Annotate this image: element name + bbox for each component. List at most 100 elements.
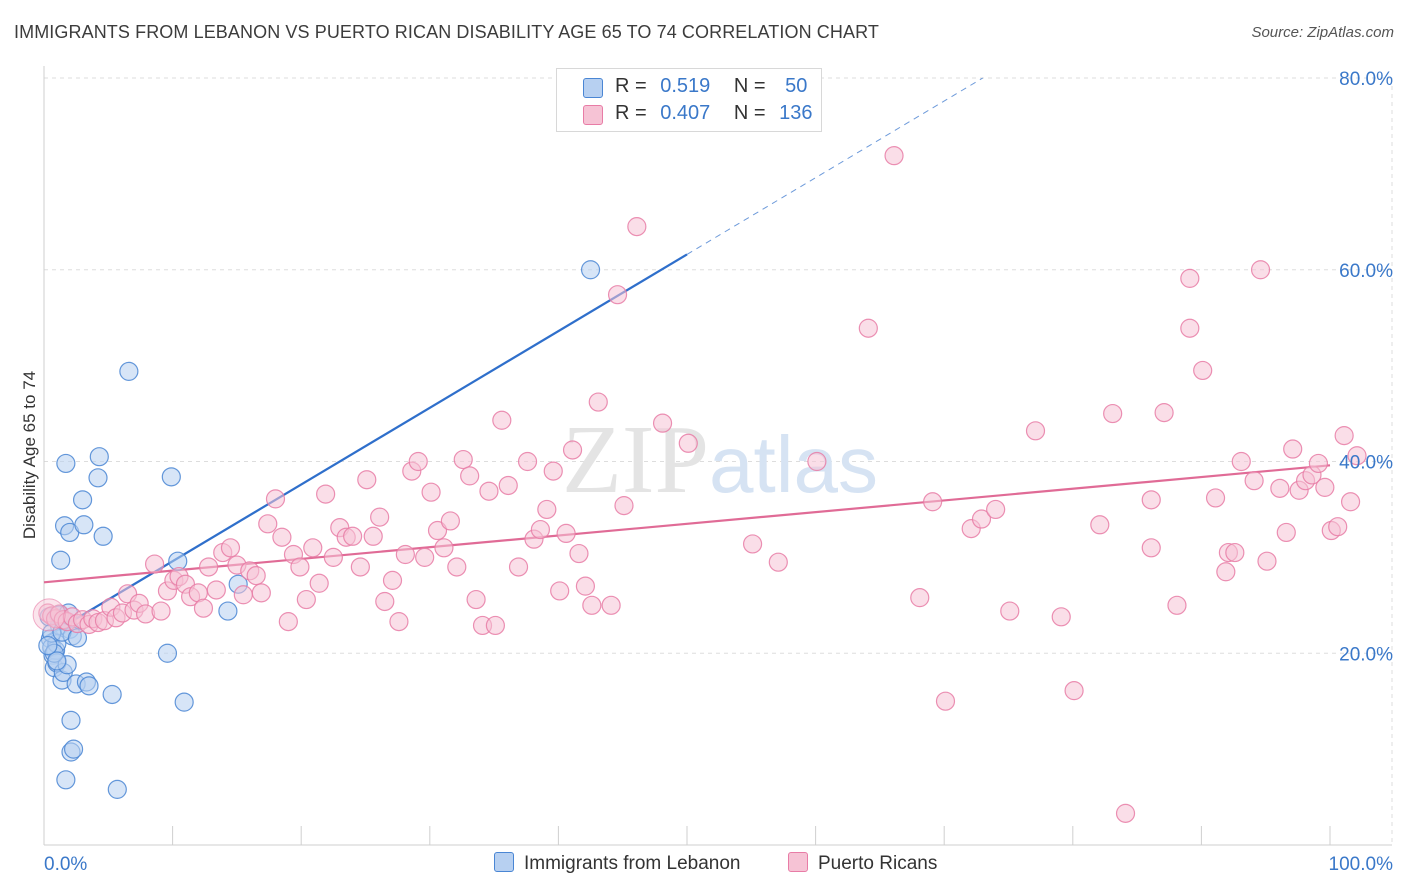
point-puerto-rico [440, 511, 460, 531]
point-puerto-rico [408, 451, 428, 472]
point-puerto-rico [151, 601, 171, 621]
point-puerto-rico [498, 475, 518, 496]
point-puerto-rico [492, 410, 512, 430]
point-puerto-rico [1167, 595, 1187, 615]
point-puerto-rico [1180, 268, 1200, 288]
r-value-puerto-rico: 0.407 [660, 102, 711, 124]
point-puerto-rico [562, 440, 583, 460]
point-puerto-rico [1276, 522, 1296, 543]
point-puerto-rico [1180, 318, 1200, 338]
point-puerto-rico [415, 547, 435, 567]
tick-labels: 20.0% 40.0% 60.0% 80.0% 0.0% 100.0% [44, 69, 1393, 875]
point-puerto-rico [251, 583, 271, 603]
bottom-legend-label-lebanon: Immigrants from Lebanon [524, 853, 741, 874]
point-puerto-rico [447, 557, 467, 577]
point-puerto-rico [508, 557, 529, 577]
point-puerto-rico [652, 413, 673, 433]
point-lebanon [79, 676, 99, 696]
n-value-puerto-rico: 136 [779, 102, 813, 124]
point-puerto-rico [1141, 490, 1161, 510]
point-lebanon [89, 447, 109, 467]
point-puerto-rico [678, 433, 698, 453]
point-puerto-rico [220, 538, 241, 558]
point-puerto-rico [858, 318, 878, 338]
r-label: R = [615, 102, 647, 124]
point-puerto-rico [1244, 471, 1264, 491]
trend-line-puerto-rico [43, 464, 1331, 584]
watermark-zip: ZIP [562, 406, 709, 514]
n-label: N = [733, 102, 766, 124]
point-puerto-rico [434, 538, 454, 558]
point-puerto-rico [986, 499, 1006, 520]
legend-swatch-puerto-rico [583, 105, 603, 125]
point-lebanon [61, 710, 81, 730]
point-puerto-rico [357, 470, 377, 490]
y-tick-label: 20.0% [1339, 644, 1393, 665]
point-puerto-rico [742, 534, 763, 554]
point-puerto-rico [1064, 681, 1084, 701]
point-puerto-rico [582, 595, 602, 615]
point-puerto-rico [395, 544, 415, 565]
point-puerto-rico [258, 514, 278, 534]
point-puerto-rico [1308, 453, 1329, 474]
point-puerto-rico [614, 496, 634, 516]
point-puerto-rico [537, 499, 557, 520]
point-lebanon [93, 526, 113, 546]
point-lebanon [63, 739, 84, 759]
point-puerto-rico [144, 554, 165, 574]
point-puerto-rico [627, 217, 647, 237]
trend-lines [43, 77, 1331, 639]
data-points [32, 146, 1367, 823]
point-lebanon [72, 490, 93, 510]
point-puerto-rico [1216, 562, 1236, 582]
point-puerto-rico [421, 482, 441, 502]
point-puerto-rico-cluster [32, 598, 66, 632]
point-puerto-rico [1193, 360, 1213, 381]
x-tick-label: 100.0% [1329, 854, 1394, 875]
point-puerto-rico [309, 573, 329, 593]
gridlines [44, 77, 1393, 845]
point-puerto-rico [479, 481, 499, 501]
point-puerto-rico [343, 526, 363, 546]
point-puerto-rico [1154, 403, 1174, 423]
point-puerto-rico [1270, 478, 1290, 498]
point-puerto-rico [1328, 517, 1348, 537]
point-puerto-rico [370, 507, 390, 527]
legend-swatch-lebanon [583, 78, 603, 98]
point-puerto-rico [971, 509, 992, 529]
point-puerto-rico [517, 451, 538, 472]
point-puerto-rico [272, 527, 292, 547]
bottom-legend-label-puerto-rico: Puerto Ricans [818, 853, 938, 874]
point-puerto-rico [1334, 426, 1354, 446]
point-lebanon [88, 468, 108, 488]
correlation-legend: R = 0.519 N = 50 R = 0.407 N = 136 [556, 68, 822, 132]
n-label: N = [733, 75, 766, 97]
point-puerto-rico [382, 570, 403, 590]
point-puerto-rico [206, 580, 226, 600]
axes [43, 66, 1392, 846]
point-puerto-rico [290, 557, 310, 577]
point-puerto-rico [910, 588, 930, 608]
point-puerto-rico [1000, 601, 1020, 621]
point-puerto-rico [303, 538, 323, 558]
point-lebanon [174, 692, 194, 712]
bottom-legend-swatch-puerto-rico [788, 852, 808, 872]
point-puerto-rico [265, 489, 286, 509]
point-puerto-rico [278, 612, 298, 632]
point-lebanon [119, 361, 139, 381]
point-puerto-rico [569, 543, 589, 564]
r-label: R = [615, 75, 647, 97]
trend-line-lebanon-extension [686, 77, 984, 255]
point-lebanon [74, 515, 94, 535]
trend-line-lebanon [43, 253, 688, 639]
point-puerto-rico [193, 598, 214, 618]
point-puerto-rico [1347, 446, 1367, 466]
point-puerto-rico [1257, 551, 1277, 571]
point-puerto-rico [1051, 607, 1071, 627]
point-puerto-rico [246, 565, 266, 586]
point-puerto-rico [543, 461, 563, 481]
bottom-legend-lebanon: Immigrants from Lebanon [494, 852, 741, 875]
point-lebanon [157, 643, 178, 663]
point-puerto-rico [466, 589, 486, 610]
point-puerto-rico [1315, 477, 1335, 497]
